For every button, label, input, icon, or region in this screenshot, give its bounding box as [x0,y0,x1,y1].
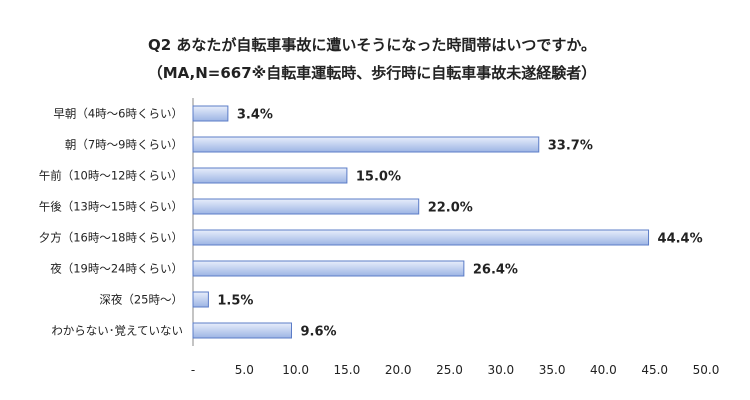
x-tick-label: 45.0 [641,363,668,377]
category-label: わからない･覚えていない [51,324,183,338]
bar [192,291,209,308]
x-tick-label: 15.0 [334,363,361,377]
x-tick-label: - [191,363,195,377]
x-tick-label: 25.0 [436,363,463,377]
x-tick-label: 20.0 [385,363,412,377]
bar [192,260,465,277]
x-tick-label: 40.0 [590,363,617,377]
data-label: 44.4% [658,232,703,247]
data-label: 1.5% [217,294,253,309]
category-label: 早朝（4時～6時くらい） [53,107,183,121]
data-label: 3.4% [237,108,273,123]
bar [192,167,348,184]
x-tick-label: 10.0 [282,363,309,377]
data-label: 9.6% [300,325,336,340]
category-label: 夕方（16時～18時くらい） [39,231,183,245]
data-label: 26.4% [473,263,518,278]
category-label: 深夜（25時～） [99,293,183,307]
chart-title: Q2 あなたが自転車事故に遭いそうになった時間帯はいつですか。 [148,36,596,54]
x-tick-label: 5.0 [235,363,254,377]
data-label: 22.0% [428,201,473,216]
chart-subtitle: （MA,N=667※自転車運転時、歩行時に自転車事故未遂経験者） [148,64,597,82]
bar [192,198,420,215]
data-label: 33.7% [548,139,593,154]
bar [192,105,229,122]
x-tick-label: 30.0 [487,363,514,377]
x-tick-label: 50.0 [693,363,720,377]
bar [192,229,650,246]
x-tick-label: 35.0 [539,363,566,377]
plot-area: 早朝（4時～6時くらい） 3.4% 朝（7時～9時くらい） 33.7% 午前（10時～1… [39,98,720,377]
bar [192,322,292,339]
category-label: 午前（10時～12時くらい） [39,169,183,183]
category-label: 朝（7時～9時くらい） [65,138,183,152]
data-label: 15.0% [356,170,401,185]
bar [192,136,540,153]
category-label: 午後（13時～15時くらい） [39,200,183,214]
category-label: 夜（19時～24時くらい） [50,262,183,276]
